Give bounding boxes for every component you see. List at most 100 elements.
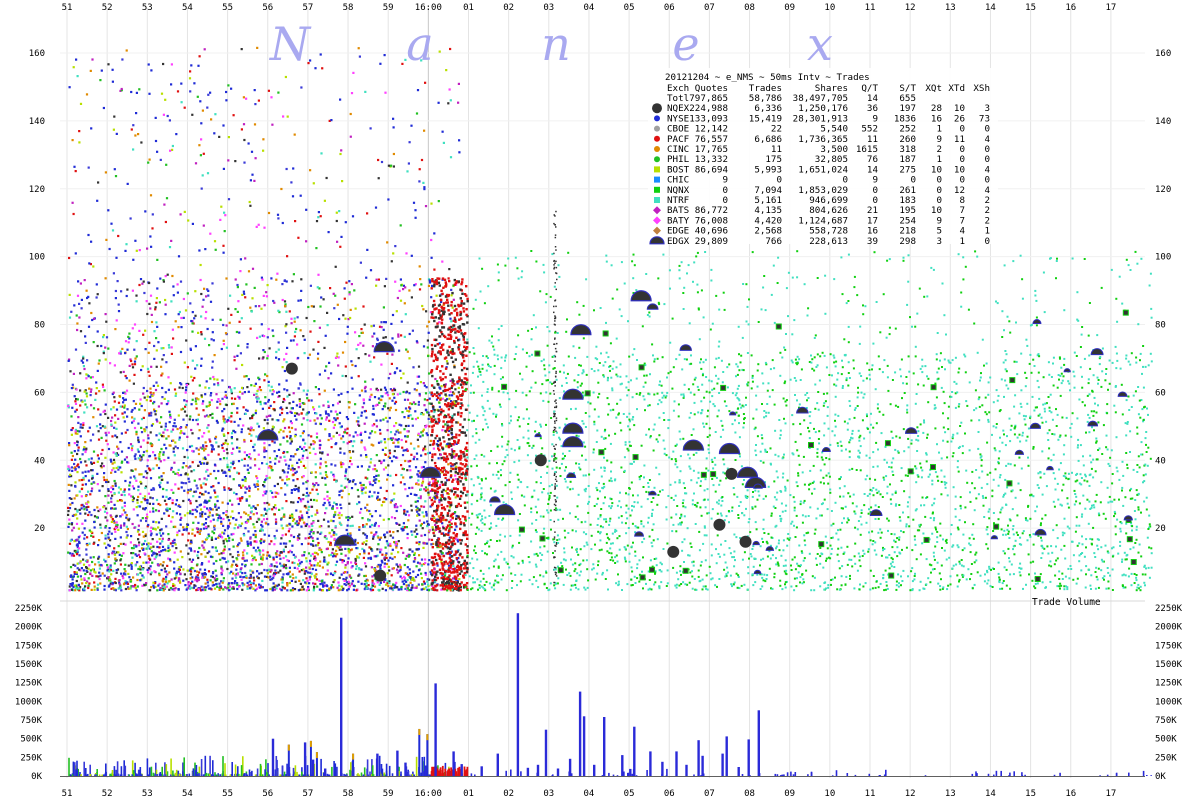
quote-mark — [258, 378, 261, 381]
quote-mark — [114, 414, 117, 417]
quote-mark — [412, 366, 415, 369]
quote-mark — [230, 432, 234, 435]
quote-mark — [279, 569, 282, 572]
quote-mark — [349, 532, 352, 535]
quote-mark — [285, 567, 288, 570]
quote-mark — [431, 459, 434, 462]
quote-mark — [294, 484, 297, 488]
quote-mark — [197, 331, 200, 334]
quote-mark — [176, 531, 179, 534]
quote-mark — [191, 311, 194, 314]
quote-mark — [241, 551, 245, 554]
quote-mark — [408, 465, 411, 468]
quote-mark — [158, 554, 161, 557]
quote-mark — [349, 460, 352, 463]
quote-mark — [197, 576, 200, 579]
quote-mark — [131, 366, 135, 369]
quote-mark — [354, 483, 357, 486]
quote-mark — [429, 489, 432, 493]
quote-mark — [309, 443, 313, 446]
quote-mark — [89, 439, 92, 442]
quote-mark — [360, 328, 363, 331]
quote-mark — [383, 497, 386, 500]
quote-mark — [226, 463, 229, 466]
quote-mark — [422, 580, 426, 583]
quote-mark — [120, 290, 123, 293]
quote-mark — [219, 318, 222, 321]
quote-mark — [371, 575, 374, 578]
quote-mark — [213, 583, 216, 587]
quote-mark — [406, 578, 409, 582]
quote-mark — [171, 274, 174, 278]
quote-mark — [405, 448, 409, 451]
quote-mark — [290, 322, 293, 325]
quote-mark — [334, 525, 337, 528]
quote-mark — [257, 388, 260, 391]
quote-mark — [427, 482, 430, 485]
quote-mark — [256, 389, 259, 393]
quote-mark — [361, 331, 364, 334]
quote-mark — [82, 569, 85, 572]
quote-mark — [204, 576, 207, 579]
quote-mark — [144, 583, 147, 586]
quote-mark — [197, 413, 200, 416]
quote-mark — [202, 546, 205, 549]
quote-mark — [340, 425, 343, 428]
quote-mark — [92, 341, 95, 344]
quote-mark — [144, 329, 147, 332]
quote-mark — [170, 468, 173, 471]
quote-mark — [76, 398, 79, 401]
quote-mark — [281, 527, 284, 530]
quote-mark — [331, 529, 334, 532]
quote-mark — [278, 390, 281, 393]
quote-mark — [408, 410, 411, 413]
quote-mark — [427, 354, 430, 358]
quote-mark — [85, 93, 89, 96]
quote-mark — [132, 400, 135, 403]
quote-mark — [373, 555, 376, 558]
quote-mark — [277, 91, 280, 94]
quote-mark — [148, 547, 152, 550]
quote-mark — [438, 484, 441, 487]
quote-mark — [355, 348, 358, 351]
quote-mark — [307, 411, 310, 414]
quote-mark — [384, 446, 387, 449]
quote-mark — [381, 448, 384, 451]
quote-mark — [195, 397, 198, 400]
quote-mark — [343, 583, 346, 586]
quote-mark — [333, 513, 336, 517]
quote-mark — [316, 537, 319, 540]
quote-mark — [250, 439, 253, 442]
quote-mark — [202, 400, 205, 403]
quote-mark — [87, 584, 90, 587]
quote-mark — [235, 557, 238, 560]
quote-mark — [177, 474, 180, 477]
quote-mark — [444, 383, 447, 386]
quote-mark — [248, 495, 251, 498]
quote-mark — [130, 495, 133, 498]
quote-mark — [100, 466, 103, 469]
quote-mark — [288, 310, 291, 313]
quote-mark — [122, 391, 125, 394]
quote-mark — [429, 311, 432, 314]
quote-mark — [140, 431, 144, 434]
quote-mark — [212, 485, 215, 488]
quote-mark — [169, 497, 172, 500]
quote-mark — [292, 400, 295, 403]
quote-mark — [228, 536, 231, 540]
quote-mark — [374, 533, 377, 536]
quote-mark — [105, 480, 108, 484]
quote-mark — [376, 535, 379, 538]
quote-mark — [422, 428, 425, 431]
quote-mark — [202, 527, 206, 530]
quote-mark — [314, 386, 317, 389]
quote-mark — [404, 286, 407, 289]
quote-mark — [322, 584, 325, 587]
quote-mark — [142, 535, 145, 538]
quote-mark — [201, 493, 204, 496]
quote-mark — [191, 432, 194, 435]
quote-mark — [417, 432, 420, 435]
quote-mark — [74, 551, 77, 554]
quote-mark — [265, 522, 268, 525]
quote-mark — [153, 357, 156, 360]
